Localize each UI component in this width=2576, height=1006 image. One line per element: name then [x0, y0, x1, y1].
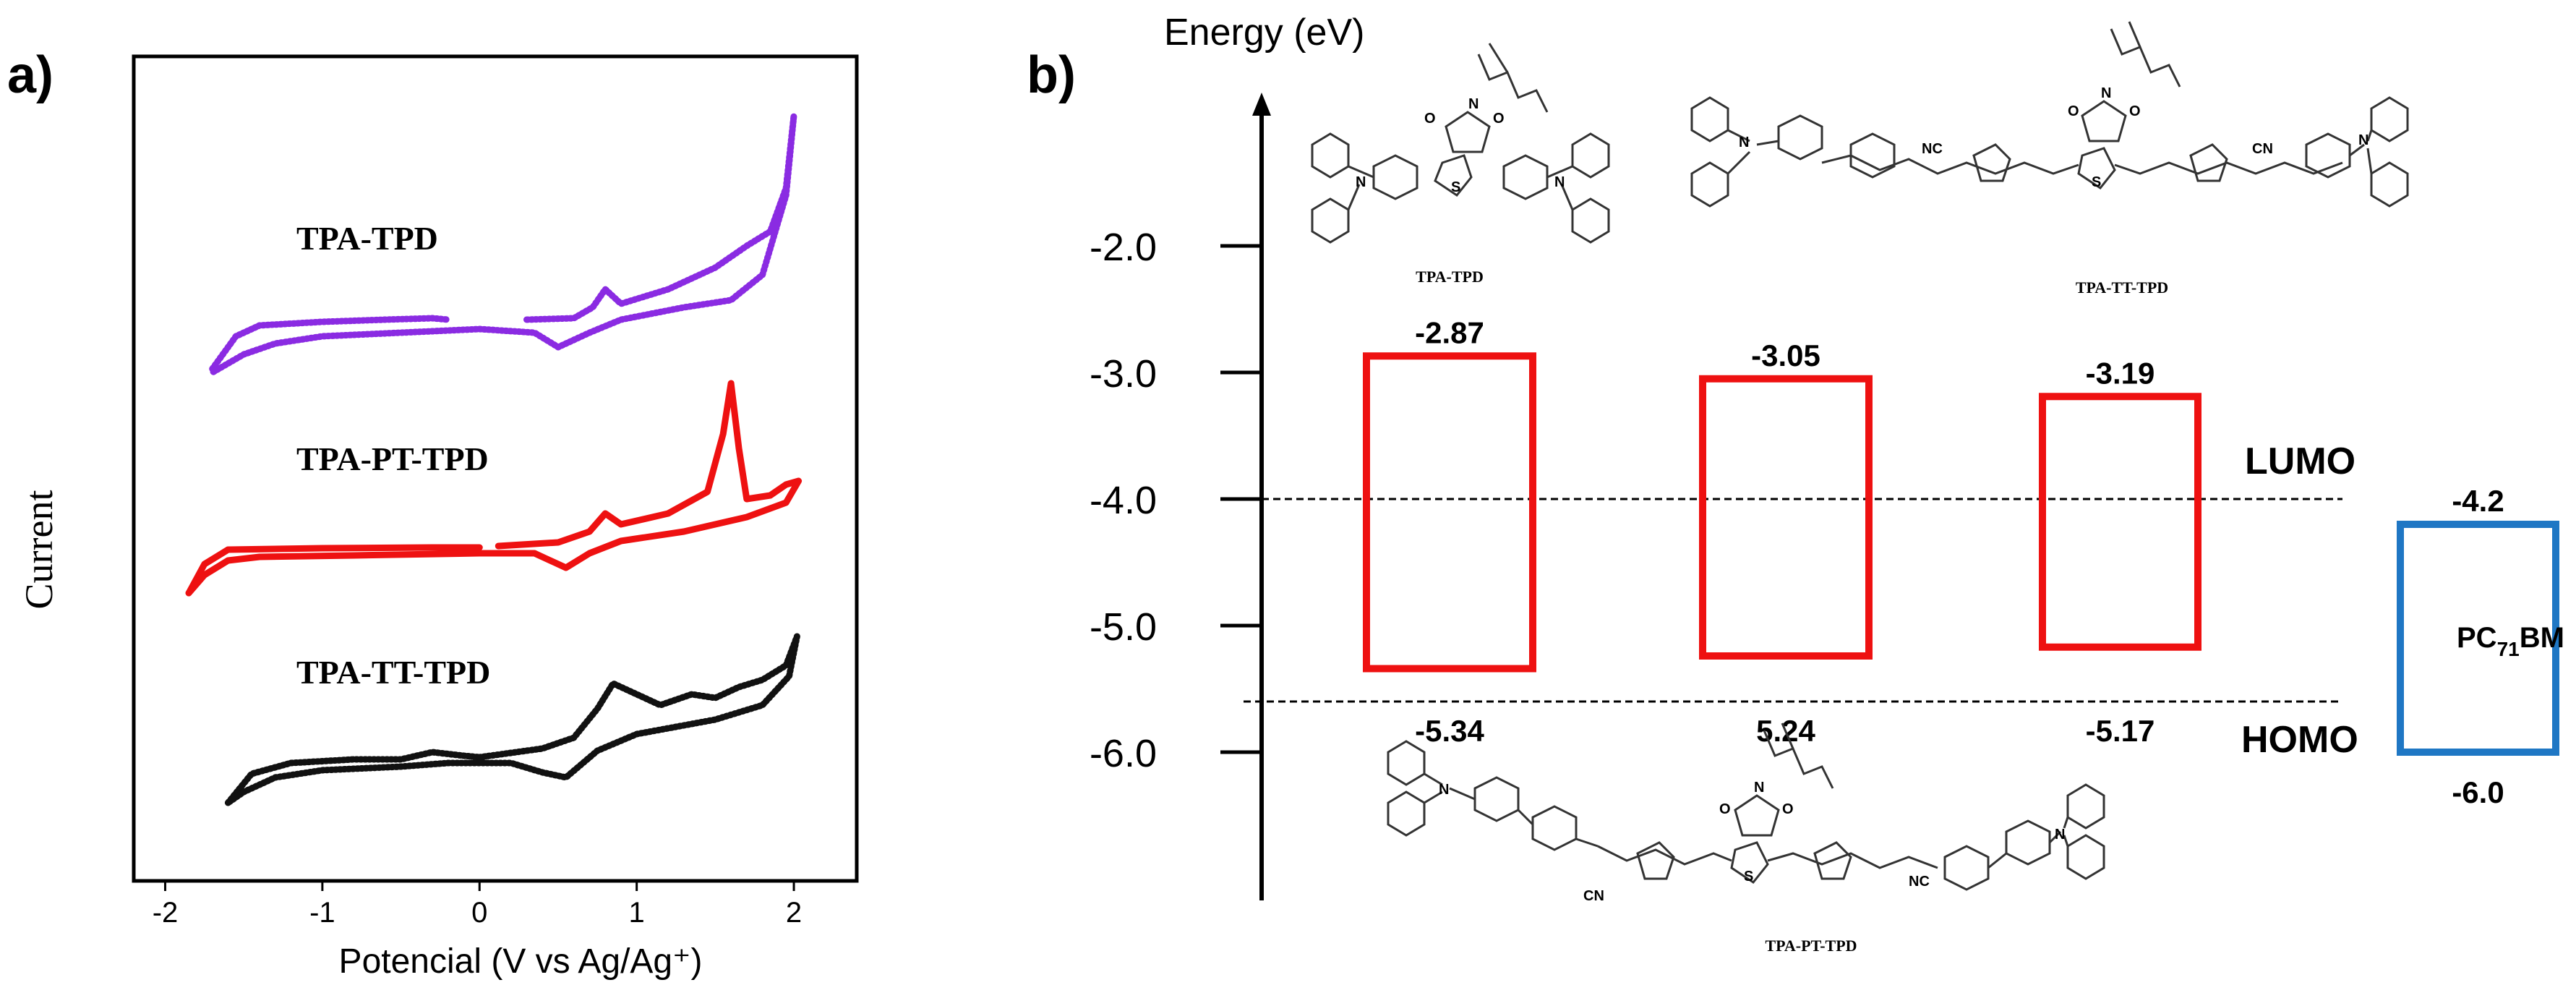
cv-curves: [185, 112, 803, 806]
energy-axis-arrow: [1252, 93, 1271, 116]
energy-boxes: -2.87-5.34-3.055.24-3.19-5.17-4.2-6.0: [1363, 315, 2559, 809]
tt-n: N: [2101, 85, 2111, 101]
energy-ticks: -2.0 -3.0 -4.0 -5.0 -6.0: [1090, 226, 1262, 775]
tpa-tpd-n: N: [1468, 96, 1479, 112]
label-tpa-pt-tpd: TPA-PT-TPD: [296, 440, 489, 477]
lumo-label: LUMO: [2245, 440, 2355, 482]
cv-curve-tpa-tpd-seg1: [209, 112, 797, 376]
tpa-tpd-o1: O: [1424, 111, 1436, 127]
cv-curve-labels: TPA-TPD TPA-PT-TPD TPA-TT-TPD: [296, 220, 490, 691]
label-tpa-tpd: TPA-TPD: [296, 220, 438, 257]
pt-o1: O: [1719, 801, 1731, 817]
tt-o1: O: [2068, 103, 2079, 119]
tt-cn: CN: [2252, 141, 2273, 157]
tt-nc: NC: [1922, 141, 1943, 157]
lumo-value-pc71bm: -4.2: [2452, 484, 2504, 518]
energy-tick-label-4: -6.0: [1090, 732, 1157, 775]
energy-box-tpa-tpd: [1363, 352, 1536, 673]
molecule-tpa-pt-tpd: N O O S CN NC N N TPA-PT-TPD: [1387, 722, 2105, 955]
energy-box-tpa-tt-tpd: [2039, 393, 2201, 651]
homo-value-pc71bm: -6.0: [2452, 775, 2504, 809]
pt-o2: O: [1782, 801, 1794, 817]
energy-tick-label-1: -3.0: [1090, 352, 1157, 396]
molecule-tpa-tt-tpd: N O O S NC CN N N TPA-TT-TPD: [1690, 21, 2409, 297]
energy-tick-label-3: -5.0: [1090, 605, 1157, 649]
energy-tick-label-2: -4.0: [1090, 479, 1157, 522]
x-axis-ticks: -2 -1 0 1 2: [153, 881, 802, 929]
panel-b-label: b): [1027, 46, 1076, 104]
tpa-tpd-n-left: N: [1356, 174, 1366, 190]
caption-tpa-tpd: TPA-TPD: [1416, 268, 1484, 286]
energy-box-pc71bm: [2397, 521, 2559, 756]
x-tick-label-4: 2: [786, 897, 802, 929]
tt-n-right: N: [2358, 132, 2369, 148]
x-tick-label-0: -2: [153, 897, 179, 929]
energy-box-tpa-pt-tpd: [1699, 375, 1873, 660]
pc71bm-label: PC71BM: [2457, 622, 2564, 660]
cv-curve-tpa-pt-tpd-seg1: [185, 380, 803, 597]
homo-label: HOMO: [2241, 719, 2358, 761]
caption-tpa-pt-tpd: TPA-PT-TPD: [1765, 937, 1857, 955]
pt-n: N: [1754, 780, 1764, 796]
cv-curve-tpa-tt-tpd-seg1: [224, 633, 800, 806]
label-tpa-tt-tpd: TPA-TT-TPD: [296, 654, 490, 691]
pt-nc: NC: [1909, 874, 1930, 890]
molecule-tpa-tpd: N O O S N N TPA-TPD: [1311, 43, 1610, 286]
pt-n-right: N: [2055, 827, 2065, 843]
x-tick-label-3: 1: [629, 897, 645, 929]
homo-value-tpa-tpd: -5.34: [1415, 714, 1484, 748]
reference-lines: [1244, 498, 2342, 703]
x-tick-label-2: 0: [471, 897, 487, 929]
x-axis-title: Potencial (V vs Ag/Ag⁺): [339, 942, 703, 981]
energy-tick-label-0: -2.0: [1090, 226, 1157, 269]
plot-frame-a: [132, 54, 859, 883]
lumo-value-tpa-tpd: -2.87: [1415, 315, 1484, 349]
cv-curve-tpa-pt-tpd-seg0: [185, 544, 483, 597]
tpa-tpd-o2: O: [1493, 111, 1505, 127]
tt-o2: O: [2129, 103, 2141, 119]
tpa-tpd-n-right: N: [1554, 174, 1565, 190]
lumo-value-tpa-pt-tpd: -3.05: [1751, 338, 1820, 372]
pt-cn: CN: [1583, 888, 1604, 904]
tt-s: S: [2092, 174, 2101, 190]
panel-a-label: a): [7, 46, 54, 104]
tpa-tpd-s: S: [1451, 179, 1460, 195]
y-axis-title: Current: [17, 490, 61, 610]
cv-curve-tpa-tpd-seg0: [209, 315, 452, 372]
pt-s: S: [1744, 869, 1753, 884]
tt-n-left: N: [1739, 135, 1749, 150]
homo-value-tpa-tt-tpd: -5.17: [2086, 714, 2155, 748]
caption-tpa-tt-tpd: TPA-TT-TPD: [2076, 278, 2168, 297]
energy-axis-title: Energy (eV): [1164, 12, 1364, 54]
lumo-value-tpa-tt-tpd: -3.19: [2086, 356, 2155, 390]
x-tick-label-1: -1: [309, 897, 335, 929]
pt-n-left: N: [1439, 782, 1449, 798]
cv-curve-tpa-tt-tpd-seg0: [224, 749, 483, 806]
